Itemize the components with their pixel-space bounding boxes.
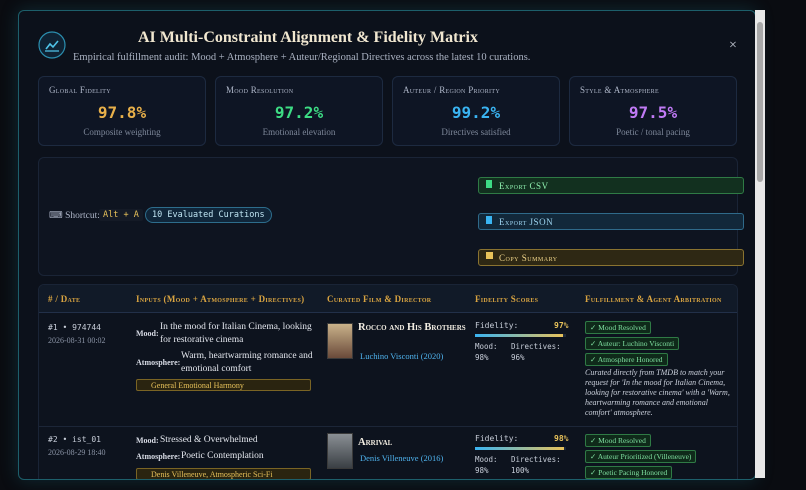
- column-header: # / Date: [48, 294, 81, 304]
- fidelity-track: [475, 334, 566, 337]
- mood-text: In the mood for Italian Cinema, looking …: [160, 322, 312, 345]
- toolbar: ⌨ Shortcut: Alt + A 10 Evaluated Curatio…: [38, 157, 744, 276]
- icon: [486, 216, 492, 224]
- stat-value: 97.8%: [97, 103, 147, 122]
- stat-value: 97.2%: [274, 103, 324, 122]
- close-button[interactable]: ×: [729, 38, 737, 53]
- count-badge: 10 Evaluated Curations: [145, 207, 272, 223]
- atmosphere-text: Warm, heartwarming romance and emotional…: [181, 351, 313, 374]
- stat-value: 99.2%: [451, 103, 501, 122]
- mood-text: Stressed & Overwhelmed: [160, 435, 258, 445]
- badge: ✓ Auteur Prioritized (Villeneuve): [585, 450, 697, 463]
- label: Atmosphere:: [136, 358, 181, 367]
- fidelity-score: 97%: [554, 321, 569, 330]
- export-json-button[interactable]: Export JSON: [478, 213, 744, 230]
- stat-card: Global Fidelity 97.8% Composite weighting: [38, 76, 206, 146]
- title: AI Multi-Constraint Alignment & Fidelity…: [138, 29, 478, 46]
- table-header: # / Date Inputs (Mood + Atmosphere + Dir…: [39, 285, 737, 313]
- directive-tag: Denis Villeneuve, Atmospheric Sci-Fi: [136, 468, 311, 479]
- shortcut-label: Shortcut:: [65, 211, 100, 221]
- directives-score: 100%: [511, 466, 530, 475]
- film-title: Rocco and His Brothers: [358, 322, 466, 333]
- directives-score: 96%: [511, 353, 525, 362]
- stat-label: Auteur / Region Priority: [403, 85, 500, 95]
- badge: ✓ Poetic Pacing Honored: [585, 466, 673, 479]
- label: Fidelity:: [475, 321, 519, 330]
- table-row: #2 • ist_01 2026-08-29 18:40 Mood: Stres…: [39, 427, 737, 479]
- fidelity-score: 98%: [554, 434, 569, 443]
- mood-score: 98%: [475, 466, 489, 475]
- stat-label: Style & Atmosphere: [580, 85, 659, 95]
- column-header: Inputs (Mood + Atmosphere + Directives): [136, 294, 305, 304]
- label: Directives:: [511, 455, 561, 464]
- subtitle: Empirical fulfillment audit: Mood + Atmo…: [73, 52, 531, 63]
- badge: ✓ Mood Resolved: [585, 434, 651, 447]
- row-id: #2 • ist_01: [48, 435, 101, 444]
- export-csv-button[interactable]: Export CSV: [478, 177, 744, 194]
- modal: AI Multi-Constraint Alignment & Fidelity…: [18, 10, 756, 480]
- stat-card: Mood Resolution 97.2% Emotional elevation: [215, 76, 383, 146]
- badge: ✓ Atmosphere Honored: [585, 353, 668, 366]
- stat-label: Global Fidelity: [49, 85, 111, 95]
- stat-caption: Poetic / tonal pacing: [616, 127, 690, 137]
- director[interactable]: Denis Villeneuve (2016): [360, 453, 444, 463]
- label: Fidelity:: [475, 434, 519, 443]
- fidelity-bar: [475, 447, 564, 450]
- shortcut: ⌨ Shortcut:: [49, 211, 100, 221]
- table: # / Date Inputs (Mood + Atmosphere + Dir…: [38, 284, 738, 479]
- column-header: Fidelity Scores: [475, 294, 539, 304]
- table-row: #1 • 974744 2026-08-31 00:02 Mood: In th…: [39, 313, 737, 427]
- header-icon: [38, 31, 66, 59]
- stat-caption: Emotional elevation: [262, 127, 336, 137]
- label: Atmosphere:: [136, 452, 181, 461]
- label: Mood:: [475, 455, 498, 464]
- label: Mood:: [136, 436, 159, 445]
- film-title: Arrival: [358, 437, 393, 448]
- fidelity-track: [475, 447, 566, 450]
- icon: [486, 252, 493, 259]
- row-date: 2026-08-29 18:40: [48, 448, 106, 457]
- stat-card: Style & Atmosphere 97.5% Poetic / tonal pa…: [569, 76, 737, 146]
- atmosphere-text: Poetic Contemplation: [181, 451, 264, 461]
- shortcut-key: Alt + A: [99, 209, 143, 221]
- column-header: Curated Film & Director: [327, 294, 432, 304]
- label: Mood:: [475, 342, 498, 351]
- stat-caption: Directives satisfied: [441, 127, 511, 137]
- fidelity-bar: [475, 334, 563, 337]
- badge: ✓ Mood Resolved: [585, 321, 651, 334]
- stat-value: 97.5%: [628, 103, 678, 122]
- scrollbar[interactable]: [755, 10, 765, 478]
- icon: [486, 180, 492, 188]
- stat-label: Mood Resolution: [226, 85, 294, 95]
- row-id: #1 • 974744: [48, 323, 101, 332]
- row-date: 2026-08-31 00:02: [48, 336, 106, 345]
- directive-tag: General Emotional Harmony: [136, 379, 311, 391]
- director[interactable]: Luchino Visconti (2020): [360, 351, 444, 361]
- stat-caption: Composite weighting: [83, 127, 161, 137]
- note: Curated directly from TMDB to match your…: [585, 368, 730, 417]
- label: Mood:: [136, 329, 159, 338]
- copy-summary-button[interactable]: Copy Summary: [478, 249, 744, 266]
- stat-card: Auteur / Region Priority 99.2% Directives …: [392, 76, 560, 146]
- badge: ✓ Auteur: Luchino Visconti: [585, 337, 680, 350]
- mood-score: 98%: [475, 353, 489, 362]
- poster: [327, 433, 353, 469]
- column-header: Fulfillment & Agent Arbitration: [585, 294, 722, 304]
- scrollbar-thumb[interactable]: [757, 22, 763, 182]
- poster: [327, 323, 353, 359]
- label: Directives:: [511, 342, 561, 351]
